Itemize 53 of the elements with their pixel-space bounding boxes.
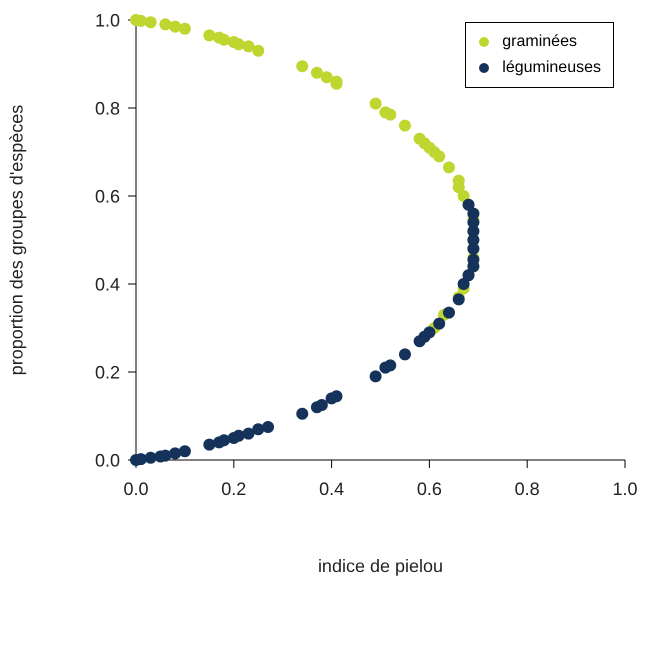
y-tick-label: 0.2: [94, 362, 120, 382]
point: [178, 445, 191, 458]
point: [330, 390, 342, 402]
point: [370, 98, 382, 110]
y-tick-label: 0.0: [94, 450, 120, 470]
y-tick-label: 0.6: [94, 186, 120, 206]
x-tick-label: 0.8: [514, 478, 540, 499]
point: [296, 60, 308, 72]
legend-label: légumineuses: [502, 59, 601, 77]
point: [384, 359, 396, 372]
point: [384, 108, 396, 121]
x-tick-label: 0.4: [319, 478, 344, 499]
point: [398, 348, 411, 360]
point: [252, 423, 264, 436]
point: [433, 150, 446, 162]
point: [144, 452, 157, 464]
point: [442, 306, 455, 319]
x-axis-title: indice de pielou: [318, 556, 444, 576]
x-tick-label: 1.0: [612, 478, 638, 499]
x-tick-label: 0.6: [416, 478, 442, 499]
point: [296, 408, 308, 420]
point: [398, 120, 411, 132]
legend-label: graminées: [502, 33, 577, 51]
point: [218, 34, 230, 46]
point: [218, 434, 230, 446]
point: [458, 278, 470, 290]
point: [144, 16, 157, 28]
y-tick-label: 0.4: [94, 274, 120, 294]
y-axis-title: proportion des groupes d'espèces: [6, 104, 26, 376]
point: [203, 438, 216, 451]
y-tick-label: 1.0: [94, 10, 120, 30]
point: [232, 38, 245, 50]
x-tick-label: 0.0: [123, 478, 149, 499]
point: [169, 20, 182, 33]
point: [203, 29, 216, 42]
point: [320, 71, 333, 84]
point: [169, 447, 182, 460]
point: [458, 190, 470, 202]
point: [159, 18, 172, 30]
point: [433, 318, 446, 330]
point: [178, 22, 191, 35]
point: [232, 430, 245, 442]
x-tick-label: 0.2: [221, 478, 246, 499]
point: [370, 370, 382, 382]
point: [442, 161, 455, 174]
y-tick-label: 0.8: [94, 98, 120, 118]
point: [423, 326, 436, 338]
point: [242, 40, 254, 52]
point: [316, 399, 328, 411]
point: [262, 421, 274, 433]
point: [252, 44, 264, 57]
point: [242, 428, 254, 440]
point: [310, 66, 323, 79]
